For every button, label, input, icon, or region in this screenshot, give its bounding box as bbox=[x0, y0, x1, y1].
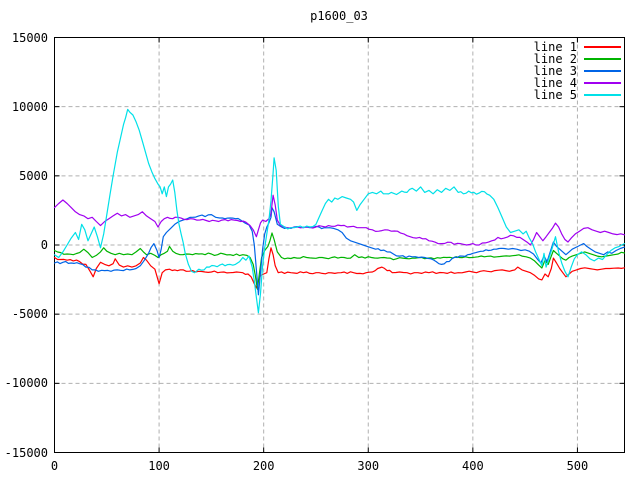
legend-line-sample bbox=[584, 94, 621, 96]
y-tick-label: 15000 bbox=[11, 30, 48, 45]
series-line-5 bbox=[53, 108, 626, 314]
legend-item: line 3 bbox=[533, 64, 621, 78]
x-tick-label: 400 bbox=[462, 459, 484, 473]
x-tick-label: 100 bbox=[148, 459, 170, 473]
legend-line-sample bbox=[584, 82, 621, 84]
legend-line-sample bbox=[584, 46, 621, 48]
legend-label: line 5 bbox=[533, 88, 577, 102]
y-tick-label: 10000 bbox=[11, 99, 48, 114]
legend-item: line 5 bbox=[533, 88, 621, 102]
y-tick-label: -5000 bbox=[11, 307, 48, 322]
x-tick-label: 0 bbox=[50, 459, 59, 473]
legend-item: line 1 bbox=[533, 40, 621, 54]
series-line-2 bbox=[53, 232, 626, 290]
legend-label: line 1 bbox=[533, 40, 577, 54]
legend-line-sample bbox=[584, 58, 621, 60]
x-tick-label: 300 bbox=[357, 459, 380, 473]
series-line-3 bbox=[53, 207, 626, 296]
legend-label: line 4 bbox=[533, 76, 577, 90]
y-tick-label: 5000 bbox=[19, 168, 48, 183]
series-line-4 bbox=[53, 194, 626, 246]
y-tick-label: -10000 bbox=[4, 376, 48, 391]
legend-label: line 3 bbox=[533, 64, 577, 78]
x-tick-label: 500 bbox=[566, 459, 589, 473]
x-tick-label: 200 bbox=[252, 459, 275, 473]
y-tick-label: -15000 bbox=[4, 445, 48, 460]
legend-item: line 4 bbox=[533, 76, 621, 90]
series-line-1 bbox=[53, 247, 626, 289]
chart-title: p1600_03 bbox=[310, 9, 368, 23]
legend-item: line 2 bbox=[533, 52, 621, 66]
y-tick-label: 0 bbox=[40, 238, 48, 252]
legend-label: line 2 bbox=[533, 52, 577, 66]
legend-line-sample bbox=[584, 70, 621, 72]
